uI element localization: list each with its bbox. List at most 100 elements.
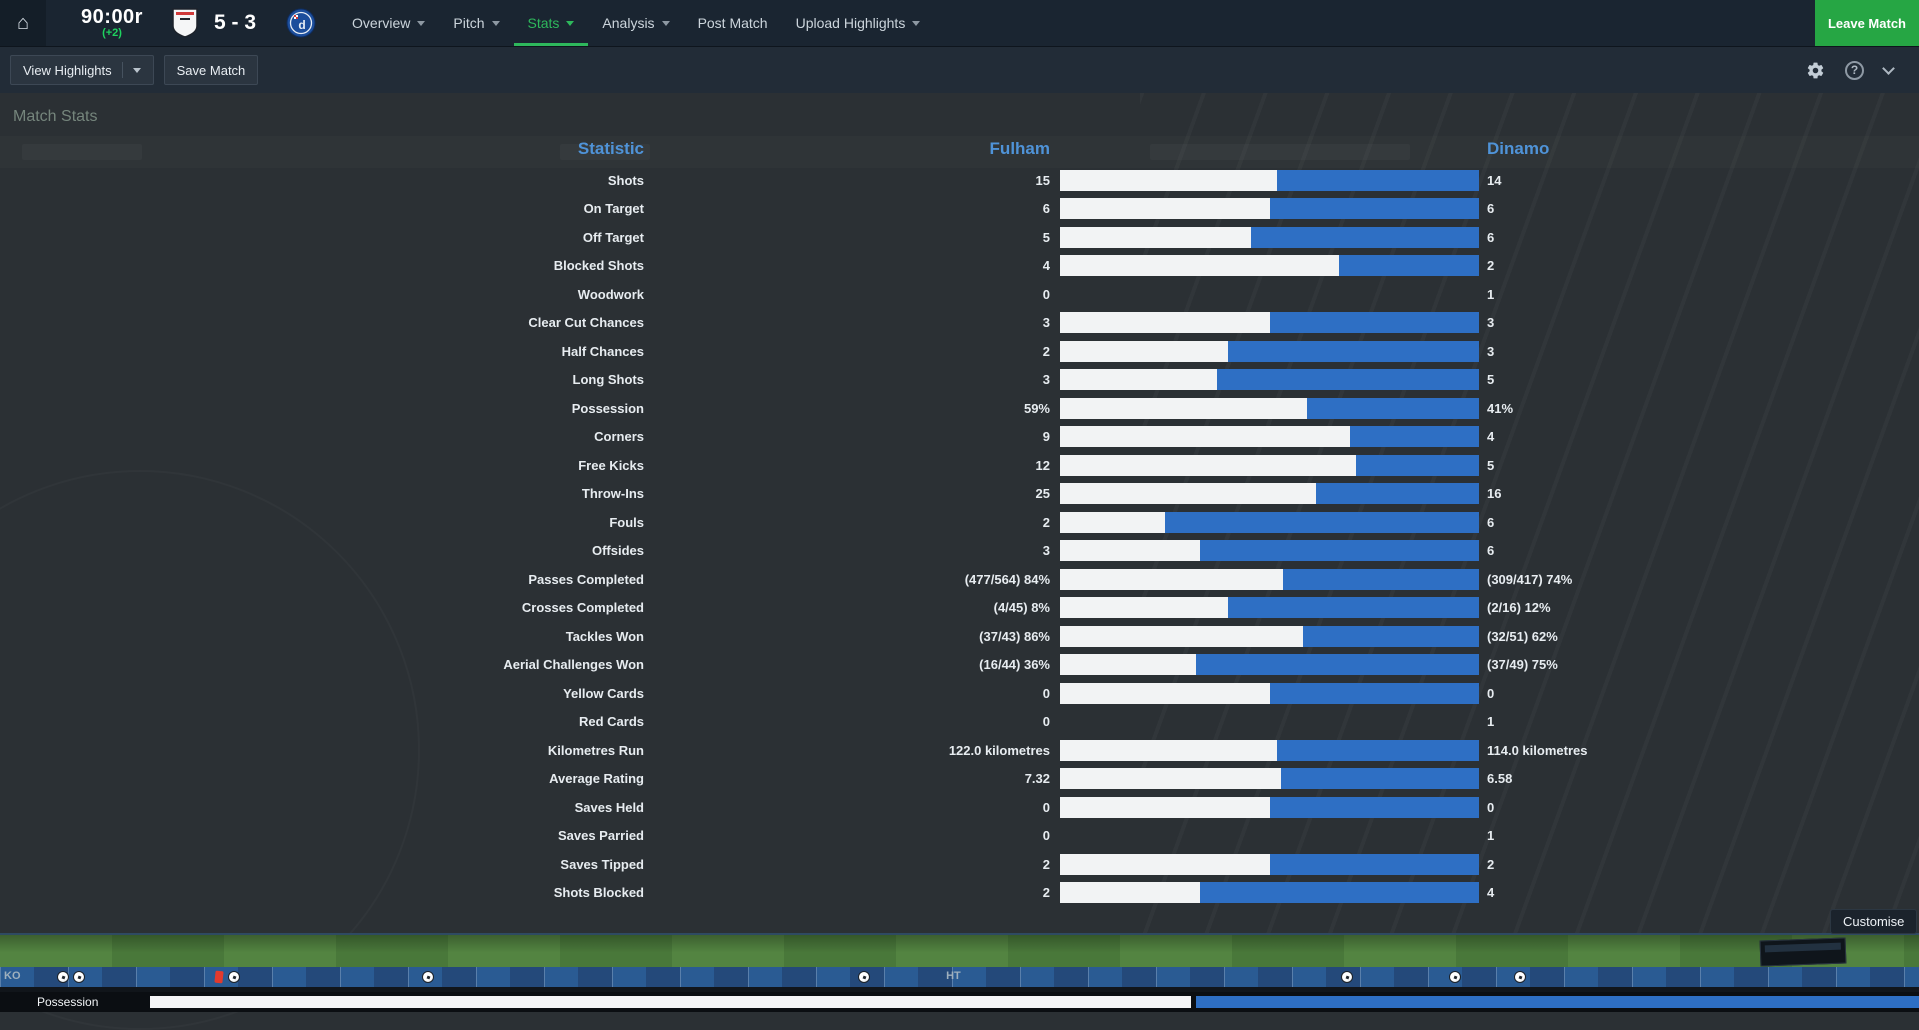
stat-row: Woodwork 0 1 bbox=[0, 280, 1919, 309]
nav-item-overview[interactable]: Overview bbox=[338, 0, 439, 46]
stat-label: Saves Held bbox=[574, 799, 644, 815]
home-value: 4 bbox=[1042, 258, 1050, 274]
leave-match-button[interactable]: Leave Match bbox=[1814, 0, 1919, 46]
customise-button[interactable]: Customise bbox=[1830, 909, 1918, 934]
stat-label: Offsides bbox=[591, 543, 644, 559]
stats-rows: Shots 15 14 On Target 6 6 Off Target 5 6 Blocked … bbox=[0, 166, 1919, 907]
away-bar-segment bbox=[1227, 597, 1479, 619]
stat-row: Shots 15 14 bbox=[0, 166, 1919, 195]
away-bar-segment bbox=[1276, 739, 1479, 761]
button-divider bbox=[121, 62, 123, 78]
stat-label: Tackles Won bbox=[565, 628, 644, 644]
stat-bar bbox=[1060, 682, 1479, 704]
home-value: 0 bbox=[1042, 799, 1050, 815]
stat-bar bbox=[1060, 625, 1479, 647]
away-value: 6 bbox=[1487, 201, 1495, 217]
nav-item-label: Overview bbox=[352, 15, 411, 31]
home-value: 2 bbox=[1042, 885, 1050, 901]
away-bar-segment bbox=[1217, 369, 1479, 391]
stat-bar bbox=[1060, 226, 1479, 248]
settings-gear-icon[interactable] bbox=[1806, 61, 1825, 80]
stat-row: Saves Tipped 2 2 bbox=[0, 850, 1919, 879]
home-value: (37/43) 86% bbox=[979, 628, 1050, 644]
timeline-divider bbox=[0, 987, 1919, 992]
nav-item-stats[interactable]: Stats bbox=[513, 0, 589, 46]
stat-row: Blocked Shots 4 2 bbox=[0, 252, 1919, 281]
stat-row: Long Shots 3 5 bbox=[0, 366, 1919, 395]
home-value: 3 bbox=[1042, 543, 1050, 559]
stat-bar bbox=[1060, 198, 1479, 220]
away-value: 6.58 bbox=[1487, 771, 1513, 787]
home-value: 59% bbox=[1023, 400, 1050, 416]
stat-label: Clear Cut Chances bbox=[528, 315, 644, 331]
away-value: 2 bbox=[1487, 856, 1495, 872]
nav-item-analysis[interactable]: Analysis bbox=[588, 0, 683, 46]
home-bar-segment bbox=[1060, 369, 1218, 391]
goal-ball-icon[interactable] bbox=[228, 971, 241, 983]
collapse-chevron-icon[interactable] bbox=[1882, 61, 1895, 75]
away-value: 6 bbox=[1487, 229, 1495, 245]
goal-ball-icon[interactable] bbox=[1448, 971, 1461, 983]
away-bar-segment bbox=[1355, 454, 1479, 476]
away-value: (309/417) 74% bbox=[1487, 571, 1573, 587]
home-bar-segment bbox=[1060, 454, 1356, 476]
view-highlights-label: View Highlights bbox=[23, 62, 112, 78]
away-value: 3 bbox=[1487, 343, 1495, 359]
away-value: 0 bbox=[1487, 685, 1495, 701]
goal-ball-icon[interactable] bbox=[857, 971, 870, 983]
stat-bar bbox=[1060, 483, 1479, 505]
nav-item-upload-highlights[interactable]: Upload Highlights bbox=[782, 0, 935, 46]
main-nav: Overview Pitch Stats Analysis Post Match Uplo… bbox=[338, 0, 934, 46]
stat-label: Long Shots bbox=[572, 372, 645, 388]
stat-bar bbox=[1060, 768, 1479, 790]
stat-label: Kilometres Run bbox=[547, 742, 644, 758]
stat-label: Woodwork bbox=[577, 286, 644, 302]
goal-ball-icon[interactable] bbox=[1341, 971, 1354, 983]
help-glyph: ? bbox=[1850, 63, 1859, 77]
view-highlights-button[interactable]: View Highlights bbox=[10, 55, 154, 85]
chevron-down-icon bbox=[566, 20, 575, 26]
stat-label: Saves Tipped bbox=[560, 856, 644, 872]
stat-row: Clear Cut Chances 3 3 bbox=[0, 309, 1919, 338]
home-value: (16/44) 36% bbox=[979, 657, 1050, 673]
home-button[interactable]: ⌂ bbox=[0, 0, 46, 46]
goal-ball-icon[interactable] bbox=[421, 971, 434, 983]
home-bar-segment bbox=[1060, 198, 1270, 220]
nav-item-post-match[interactable]: Post Match bbox=[684, 0, 782, 46]
away-value: (2/16) 12% bbox=[1487, 600, 1551, 616]
home-value: 3 bbox=[1042, 372, 1050, 388]
home-value: (477/564) 84% bbox=[964, 571, 1050, 587]
stat-row: Tackles Won (37/43) 86% (32/51) 62% bbox=[0, 622, 1919, 651]
away-value: 5 bbox=[1487, 372, 1495, 388]
goal-ball-icon[interactable] bbox=[1513, 971, 1526, 983]
away-bar-segment bbox=[1269, 312, 1479, 334]
home-bar-segment bbox=[1060, 568, 1283, 590]
away-value: 1 bbox=[1487, 714, 1495, 730]
goal-ball-icon[interactable] bbox=[72, 971, 85, 983]
red-card-icon[interactable] bbox=[214, 970, 224, 984]
stat-label: Passes Completed bbox=[528, 571, 644, 587]
stat-row: Red Cards 0 1 bbox=[0, 708, 1919, 737]
stat-row: Crosses Completed (4/45) 8% (2/16) 12% bbox=[0, 594, 1919, 623]
away-bar-segment bbox=[1349, 426, 1479, 448]
match-timeline[interactable]: KO HT bbox=[0, 967, 1919, 987]
home-bar-segment bbox=[1060, 882, 1200, 904]
goal-ball-icon[interactable] bbox=[57, 971, 70, 983]
away-value: 3 bbox=[1487, 315, 1495, 331]
stat-label: Red Cards bbox=[578, 714, 644, 730]
stat-row: Offsides 3 6 bbox=[0, 537, 1919, 566]
away-bar-segment bbox=[1303, 625, 1479, 647]
nav-item-pitch[interactable]: Pitch bbox=[439, 0, 513, 46]
away-value: (37/49) 75% bbox=[1487, 657, 1558, 673]
nav-item-label: Upload Highlights bbox=[795, 15, 906, 31]
help-icon[interactable]: ? bbox=[1845, 60, 1864, 80]
save-match-button[interactable]: Save Match bbox=[163, 55, 259, 85]
stat-bar bbox=[1060, 369, 1479, 391]
toolbar-right-icons: ? bbox=[1806, 60, 1909, 80]
home-bar-segment bbox=[1060, 426, 1350, 448]
away-bar-segment bbox=[1199, 540, 1479, 562]
home-icon: ⌂ bbox=[16, 11, 30, 34]
home-value: 2 bbox=[1042, 856, 1050, 872]
away-bar-segment bbox=[1269, 853, 1479, 875]
away-value: 41% bbox=[1487, 400, 1514, 416]
